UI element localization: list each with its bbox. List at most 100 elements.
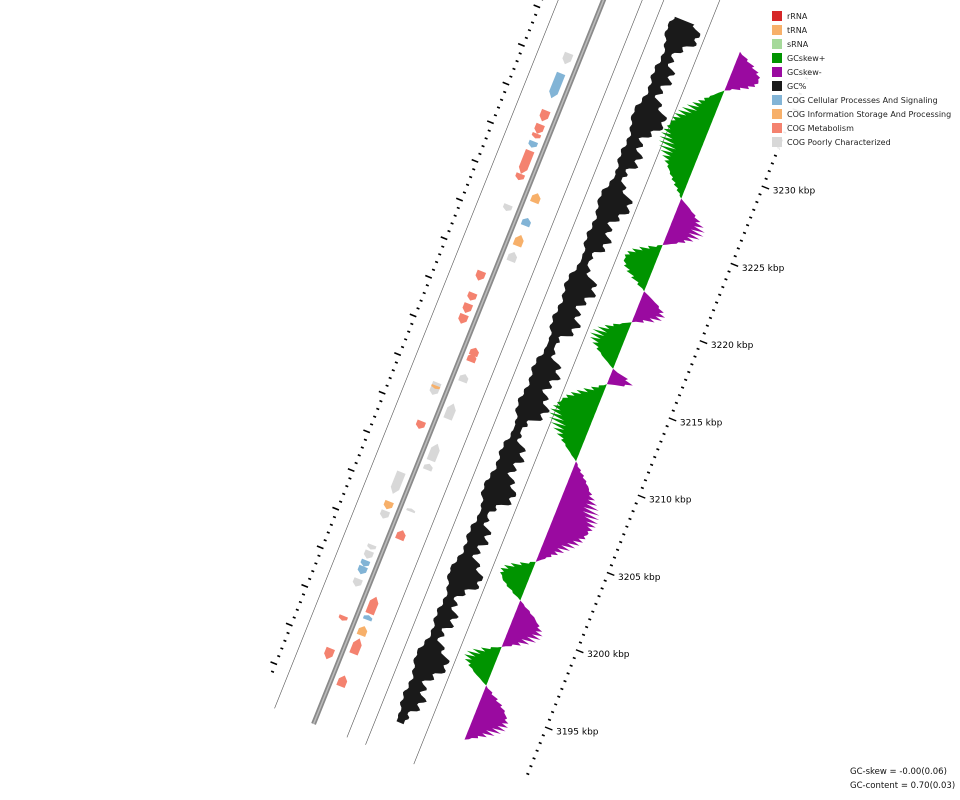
inner-tick: [376, 407, 380, 411]
minor-tick: [721, 285, 725, 289]
inner-tick: [515, 59, 519, 63]
gene-feature: [512, 235, 524, 248]
minor-tick: [752, 208, 756, 212]
gene-feature: [379, 509, 391, 519]
axis-tick-label: 3205 kbp: [618, 573, 661, 583]
minor-tick: [628, 517, 632, 521]
axis-tick-label: 3215 kbp: [680, 418, 723, 428]
inner-tick: [292, 616, 296, 619]
minor-tick: [640, 486, 645, 490]
minor-tick: [724, 278, 728, 281]
inner-tick: [533, 4, 541, 9]
inner-tick: [431, 268, 436, 272]
major-tick: [544, 726, 553, 731]
minor-tick: [702, 332, 706, 335]
inner-tick: [407, 330, 411, 333]
minor-tick: [662, 432, 666, 436]
minor-tick: [683, 378, 688, 382]
gene-feature: [360, 558, 371, 567]
gene-feature: [363, 549, 374, 559]
gc-skew-negative-window: [535, 461, 600, 562]
minor-tick: [526, 772, 530, 776]
inner-tick: [357, 453, 361, 457]
legend-label: COG Metabolism: [787, 123, 854, 133]
inner-tick: [527, 28, 532, 32]
legend-item: GCskew-: [772, 65, 958, 79]
axis-tick-label: 3230 kbp: [773, 187, 816, 197]
minor-tick: [646, 471, 651, 474]
inner-tick: [326, 531, 330, 534]
gc-skew-negative-window: [724, 51, 761, 91]
legend-swatch: [772, 67, 782, 77]
guide-line: [274, 0, 559, 709]
gene-feature: [531, 132, 542, 139]
gc-skew-stat: GC-skew = -0.00(0.06): [850, 767, 947, 777]
gene-feature: [506, 252, 518, 263]
gc-skew-positive-window: [548, 384, 607, 462]
minor-tick: [643, 478, 648, 482]
gene-feature: [475, 269, 487, 281]
inner-tick: [286, 631, 290, 635]
inner-tick: [295, 608, 299, 612]
legend-label: GC%: [787, 81, 807, 91]
gc-skew-positive-window: [464, 646, 502, 686]
minor-tick: [656, 448, 660, 451]
inner-tick: [481, 144, 485, 148]
minor-tick: [529, 764, 533, 768]
minor-tick: [612, 556, 617, 559]
minor-tick: [696, 347, 700, 351]
inner-tick: [342, 492, 346, 496]
gene-feature: [422, 463, 433, 472]
gc-skew-positive-window: [658, 90, 725, 199]
legend-item: GC%: [772, 79, 958, 93]
axis-tick-label: 3195 kbp: [556, 728, 599, 738]
inner-tick: [530, 21, 535, 24]
gene-feature: [539, 108, 551, 122]
minor-tick: [572, 656, 576, 660]
inner-tick: [455, 197, 464, 202]
minor-tick: [532, 757, 536, 760]
inner-tick: [378, 390, 386, 395]
inner-tick: [372, 415, 377, 418]
inner-tick: [332, 506, 340, 511]
minor-tick: [603, 579, 607, 583]
position-axis: 3195 kbp 3200 kbp 3205 kbp 3210 kbp 3215 kbp…: [270, 0, 846, 776]
inner-tick: [447, 229, 451, 233]
inner-tick: [462, 191, 467, 194]
inner-tick: [409, 313, 417, 318]
minor-tick: [535, 749, 539, 753]
inner-tick: [277, 654, 281, 658]
inner-tick: [509, 75, 513, 78]
minor-tick: [736, 247, 740, 250]
minor-tick: [764, 177, 768, 181]
inner-tick: [354, 461, 358, 465]
legend-label: COG Cellular Processes And Signaling: [787, 95, 938, 105]
minor-tick: [773, 154, 778, 157]
inner-tick: [379, 399, 383, 403]
minor-tick: [745, 223, 750, 227]
guide-line: [346, 0, 643, 738]
gene-feature: [338, 614, 348, 621]
legend-swatch: [772, 95, 782, 105]
inner-tick: [502, 90, 507, 94]
gene-feature: [518, 149, 535, 174]
gene-feature: [458, 312, 469, 324]
backbone-line: [311, 0, 607, 725]
minor-tick: [594, 602, 598, 606]
gene-feature: [362, 615, 373, 622]
minor-tick: [748, 216, 753, 219]
gene-feature: [383, 499, 394, 510]
gene-feature: [415, 419, 426, 429]
inner-tick: [487, 129, 491, 133]
inner-tick: [280, 647, 284, 650]
minor-tick: [581, 633, 586, 637]
minor-tick: [758, 193, 762, 196]
gene-feature: [426, 443, 440, 463]
minor-tick: [649, 463, 654, 467]
legend-item: COG Metabolism: [772, 121, 958, 135]
major-tick: [730, 262, 739, 267]
gc-skew-negative-window: [606, 368, 633, 387]
gene-feature: [466, 354, 477, 364]
inner-tick: [517, 42, 525, 48]
